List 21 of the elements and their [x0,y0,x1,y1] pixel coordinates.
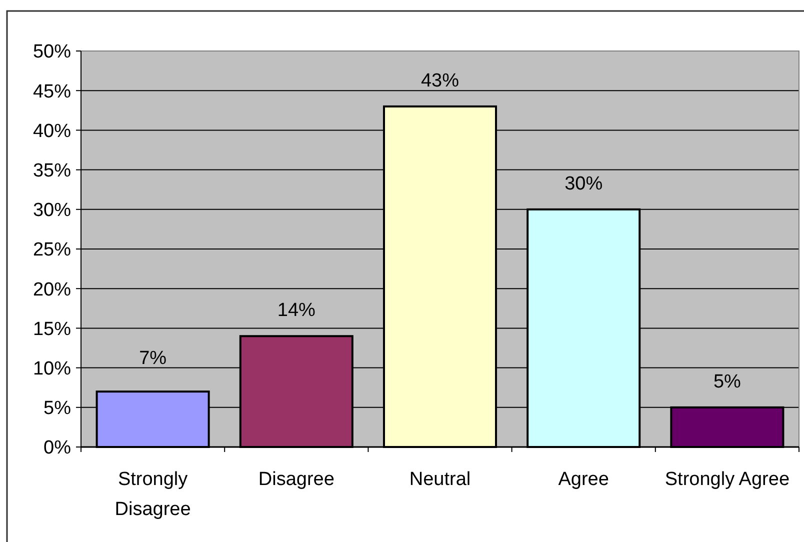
y-tick-label: 30% [32,200,72,222]
data-label: 14% [277,300,316,322]
y-tick-label: 40% [32,120,72,142]
data-label: 30% [564,173,603,194]
y-tick-label: 5% [44,398,72,420]
x-tick-label: Disagree [258,469,334,490]
y-tick-label: 35% [32,160,72,182]
y-tick-label: 45% [32,81,72,102]
data-label: 5% [713,371,742,392]
data-label: 7% [139,348,167,369]
data-label: 43% [420,70,460,92]
x-tick-label: Strongly Agree [664,469,790,490]
x-tick-label: Agree [558,469,609,490]
y-tick-label: 10% [32,358,72,380]
y-tick-label: 20% [32,279,72,300]
y-tick-label: 15% [32,318,72,340]
x-tick-label: Strongly Disagree [114,469,191,520]
y-tick-label: 0% [44,438,72,459]
y-tick-label: 25% [32,240,72,261]
x-tick-label: Neutral [409,469,471,490]
y-tick-label: 50% [32,42,72,63]
